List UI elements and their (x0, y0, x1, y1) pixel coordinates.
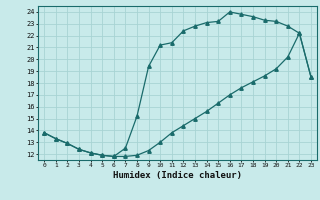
X-axis label: Humidex (Indice chaleur): Humidex (Indice chaleur) (113, 171, 242, 180)
